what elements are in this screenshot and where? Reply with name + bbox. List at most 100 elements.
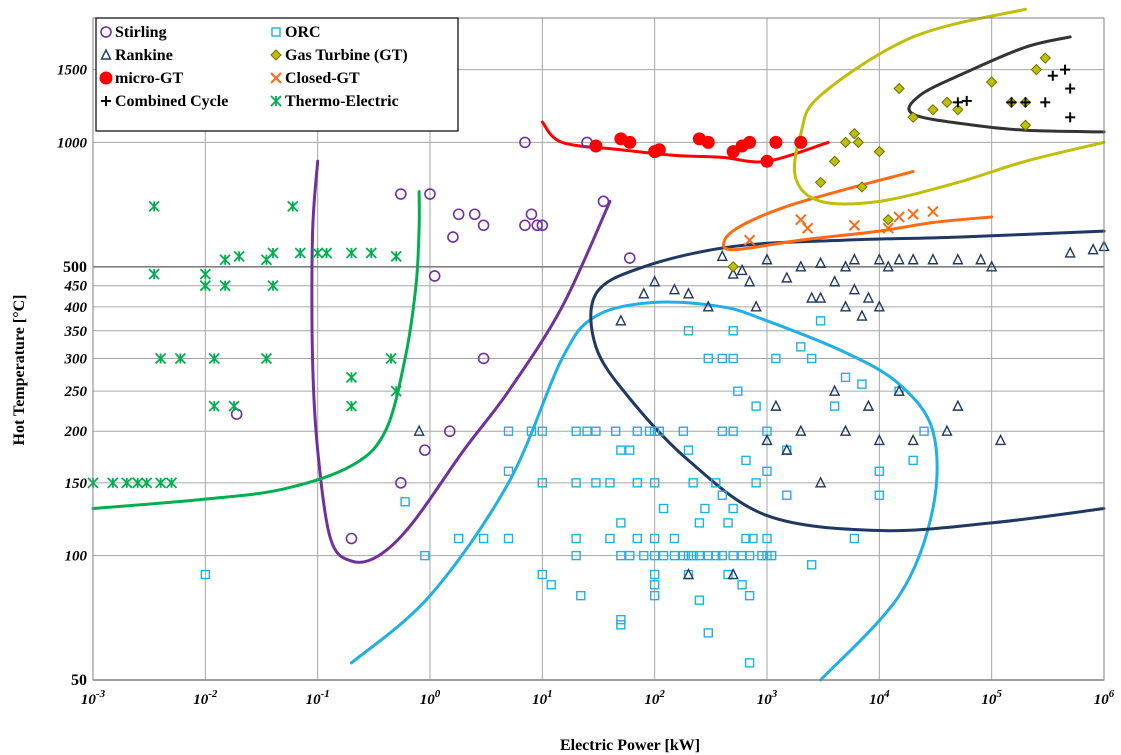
data-point-orc xyxy=(728,426,738,436)
data-point-orc xyxy=(649,550,660,561)
data-point-orc xyxy=(678,550,689,561)
data-point-rankine xyxy=(862,399,875,411)
data-point-orc xyxy=(576,590,586,601)
data-point-stirling xyxy=(477,352,490,365)
data-point-orc xyxy=(815,316,826,326)
x-tick-label: 10-3 xyxy=(81,688,106,708)
data-point-thermo-electric xyxy=(132,477,144,489)
x-tick-label: 106 xyxy=(1094,688,1115,708)
data-point-gas-turbine-gt xyxy=(873,145,886,158)
data-point-rankine xyxy=(649,275,661,287)
envelope-stirling xyxy=(310,159,612,564)
data-point-orc xyxy=(874,490,885,500)
data-point-thermo-electric xyxy=(121,477,133,489)
data-point-thermo-electric xyxy=(345,247,358,259)
data-point-stirling xyxy=(519,219,531,232)
data-point-thermo-electric xyxy=(165,477,178,489)
legend-item-combined-cycle: Combined Cycle xyxy=(101,93,228,110)
x-tick-label: 103 xyxy=(757,688,778,708)
y-tick-label: 450 xyxy=(64,279,88,295)
x-axis-title: Electric Power [kW] xyxy=(560,737,700,754)
y-tick-label: 1500 xyxy=(57,63,88,79)
data-point-orc xyxy=(632,533,642,544)
data-point-micro-gt xyxy=(743,135,757,149)
data-point-thermo-electric xyxy=(287,200,299,213)
series-gas-turbine-gt xyxy=(727,52,1051,273)
data-point-orc xyxy=(857,379,867,389)
data-point-stirling xyxy=(477,219,490,232)
data-point-orc xyxy=(658,550,669,561)
legend-label: micro-GT xyxy=(115,70,183,87)
data-point-combined-cycle xyxy=(1040,97,1051,108)
data-point-rankine xyxy=(952,253,964,265)
data-point-gas-turbine-gt xyxy=(893,82,905,95)
x-tick-label: 102 xyxy=(644,688,665,708)
data-point-orc xyxy=(751,401,761,411)
data-point-rankine xyxy=(770,399,782,411)
series-closed-gt xyxy=(743,205,939,246)
data-point-rankine xyxy=(862,291,875,303)
y-tick-label: 400 xyxy=(64,300,88,316)
legend-item-closed-gt: Closed-GT xyxy=(270,70,360,87)
data-point-orc xyxy=(717,550,727,561)
legend-box xyxy=(95,17,459,132)
data-point-gas-turbine-gt xyxy=(839,136,852,149)
data-point-rankine xyxy=(716,249,728,262)
x-tick-label: 104 xyxy=(869,688,890,708)
data-point-rankine xyxy=(828,384,841,396)
data-point-combined-cycle xyxy=(1006,97,1017,108)
data-point-rankine xyxy=(668,283,681,295)
legend-marker-closed-gt xyxy=(270,72,282,84)
data-point-orc xyxy=(669,550,680,561)
data-point-orc xyxy=(654,426,665,436)
data-point-thermo-electric xyxy=(260,352,273,365)
legend-item-micro-gt: micro-GT xyxy=(99,70,183,87)
data-point-micro-gt xyxy=(652,143,666,157)
legend-item-rankine: Rankine xyxy=(100,47,173,64)
data-point-rankine xyxy=(882,260,894,272)
data-point-closed-gt xyxy=(795,213,807,226)
data-point-rankine xyxy=(743,275,756,287)
data-point-orc xyxy=(744,590,755,601)
data-point-orc xyxy=(591,478,601,488)
data-point-thermo-electric xyxy=(148,200,160,213)
legend-item-orc: ORC xyxy=(271,24,321,41)
legend-item-gas-turbine-gt: Gas Turbine (GT) xyxy=(270,47,408,64)
data-point-orc xyxy=(644,426,655,436)
y-tick-label: 500 xyxy=(63,259,87,276)
series-stirling xyxy=(230,136,636,545)
data-point-orc xyxy=(526,426,537,436)
data-point-thermo-electric xyxy=(320,247,333,259)
data-point-gas-turbine-gt xyxy=(727,261,739,273)
envelope-gas-turbine-gt xyxy=(793,7,1106,206)
data-point-thermo-electric xyxy=(385,352,397,365)
legend-label: Gas Turbine (GT) xyxy=(285,47,408,64)
data-point-orc xyxy=(616,620,626,630)
data-point-orc xyxy=(694,550,705,561)
data-point-thermo-electric xyxy=(208,352,220,365)
data-point-thermo-electric xyxy=(365,247,377,259)
data-point-stirling xyxy=(395,188,407,200)
y-axis-title: Hot Temperature [°C] xyxy=(11,295,28,446)
data-point-rankine xyxy=(638,287,650,299)
data-point-thermo-electric xyxy=(294,247,306,259)
data-point-orc xyxy=(751,478,761,488)
x-tick-label: 101 xyxy=(532,688,553,708)
data-point-rankine xyxy=(814,476,827,488)
data-point-rankine xyxy=(795,260,807,272)
data-point-rankine xyxy=(839,260,852,272)
data-point-orc xyxy=(766,550,777,561)
data-point-combined-cycle xyxy=(952,97,963,108)
data-point-thermo-electric xyxy=(219,280,231,292)
data-point-rankine xyxy=(761,253,773,265)
data-point-micro-gt xyxy=(760,154,774,168)
data-point-orc xyxy=(919,426,929,436)
data-point-thermo-electric xyxy=(390,385,402,397)
envelope-rankine xyxy=(589,229,1106,533)
data-point-gas-turbine-gt xyxy=(882,213,894,226)
data-point-orc xyxy=(537,478,548,488)
data-point-stirling xyxy=(468,208,481,221)
data-point-orc xyxy=(717,490,727,500)
data-point-rankine xyxy=(727,567,739,580)
data-point-rankine xyxy=(750,300,762,312)
